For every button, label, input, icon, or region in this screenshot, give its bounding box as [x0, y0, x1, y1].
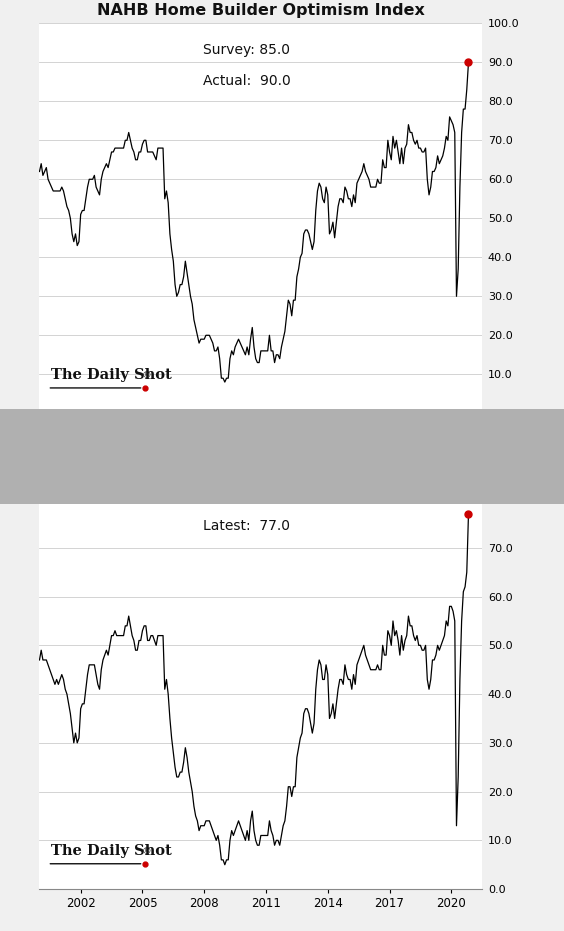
Text: 17-Nov-20: 17-Nov-20	[39, 467, 90, 478]
Title: NAHB Traffic of Prospective Buyers: NAHB Traffic of Prospective Buyers	[102, 479, 420, 493]
Text: ®: ®	[142, 371, 151, 380]
Text: The Daily Shot: The Daily Shot	[51, 843, 171, 857]
Text: Latest:  77.0: Latest: 77.0	[203, 519, 290, 533]
Text: ®: ®	[142, 847, 151, 856]
Text: Actual:  90.0: Actual: 90.0	[203, 74, 291, 88]
Text: The Daily Shot: The Daily Shot	[51, 368, 171, 382]
Text: Survey: 85.0: Survey: 85.0	[203, 43, 290, 57]
Text: 17-Nov-20: 17-Nov-20	[39, 0, 90, 2]
Title: NAHB Home Builder Optimism Index: NAHB Home Builder Optimism Index	[97, 3, 425, 18]
